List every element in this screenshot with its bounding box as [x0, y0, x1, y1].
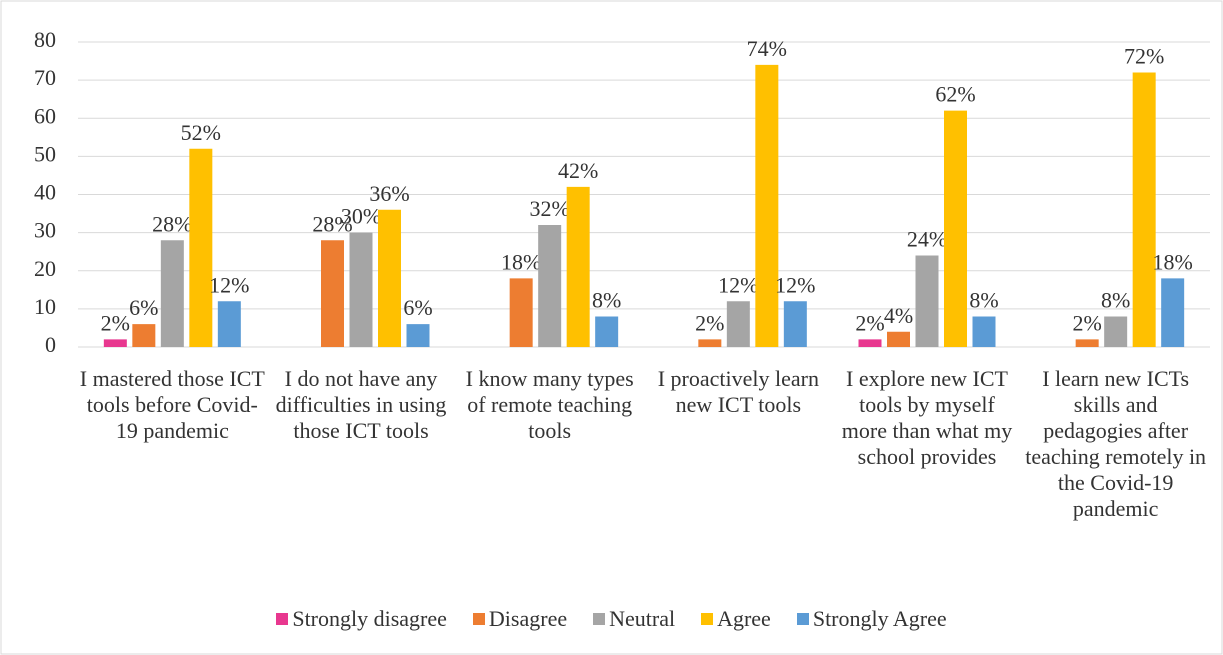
data-label: 32%: [530, 196, 570, 221]
bar: [783, 301, 807, 347]
y-tick-label: 20: [34, 256, 56, 281]
bar: [1132, 72, 1156, 347]
legend-label: Disagree: [488, 606, 568, 631]
data-label: 52%: [181, 120, 221, 145]
data-label: 30%: [341, 204, 381, 229]
bar: [509, 278, 533, 347]
data-label: 2%: [101, 310, 130, 335]
bar: [217, 301, 241, 347]
bar: [1075, 339, 1099, 347]
legend-swatch: [276, 613, 289, 625]
data-label: 8%: [969, 288, 998, 313]
bar: [406, 324, 430, 347]
legend-label: Strongly Agree: [812, 606, 947, 631]
bar: [538, 225, 562, 347]
bar: [349, 232, 373, 347]
legend-entry: Neutral: [593, 606, 675, 632]
bar: [887, 331, 910, 347]
bar: [189, 148, 213, 347]
legend-entry: Strongly disagree: [276, 606, 447, 632]
legend-label: Agree: [717, 606, 771, 631]
data-label: 28%: [152, 211, 192, 236]
x-tick-label: I learn new ICTs skills and pedagogies a…: [1025, 366, 1207, 521]
legend-swatch: [796, 613, 809, 625]
bar: [1104, 316, 1128, 347]
data-label: 12%: [775, 272, 815, 297]
x-tick-label: I do not have any difficulties in using …: [275, 366, 447, 443]
legend-swatch: [701, 613, 714, 625]
bar: [1161, 278, 1185, 347]
legend-entry: Disagree: [472, 606, 568, 632]
data-label: 72%: [1124, 44, 1164, 69]
bar: [321, 240, 344, 347]
bar: [103, 339, 127, 347]
bar: [595, 316, 619, 347]
data-label: 42%: [558, 158, 598, 183]
y-tick-label: 0: [45, 332, 56, 357]
legend-label: Neutral: [609, 606, 676, 631]
bar: [378, 209, 401, 347]
y-tick-label: 30: [34, 218, 56, 243]
data-label: 12%: [209, 272, 249, 297]
data-label: 8%: [1101, 288, 1130, 313]
legend-entry: Strongly Agree: [796, 606, 947, 632]
data-label: 62%: [935, 82, 975, 107]
bar: [944, 110, 967, 347]
data-label: 36%: [369, 181, 409, 206]
x-tick-label: I know many types of remote teaching too…: [465, 366, 634, 443]
bar: [698, 339, 722, 347]
bar: [566, 186, 590, 347]
y-tick-label: 60: [34, 103, 56, 128]
y-tick-label: 10: [34, 294, 56, 319]
bar: [972, 316, 996, 347]
data-label: 2%: [855, 310, 884, 335]
data-label: 8%: [592, 288, 621, 313]
bar: [160, 240, 184, 347]
data-label: 4%: [884, 303, 913, 328]
legend-entry: Agree: [701, 606, 771, 632]
data-label: 74%: [747, 36, 787, 61]
legend-swatch: [472, 613, 485, 625]
bar: [915, 255, 939, 347]
x-tick-label: I proactively learn new ICT tools: [657, 366, 819, 417]
legend: Strongly disagree Disagree Neutral Agree Str…: [0, 606, 1223, 632]
data-label: 28%: [312, 211, 352, 236]
y-tick-label: 80: [34, 27, 56, 52]
data-label: 2%: [1073, 310, 1102, 335]
data-label: 18%: [1153, 249, 1193, 274]
data-label: 6%: [403, 295, 432, 320]
bar: [726, 301, 750, 347]
data-label: 6%: [129, 295, 158, 320]
y-tick-label: 50: [34, 141, 56, 166]
data-label: 2%: [695, 310, 724, 335]
x-tick-label: I mastered those ICT tools before Covid-…: [79, 366, 265, 443]
y-tick-label: 40: [34, 180, 56, 205]
data-label: 24%: [907, 227, 947, 252]
bar: [132, 324, 156, 347]
data-label: 12%: [718, 272, 758, 297]
data-label: 18%: [501, 249, 541, 274]
x-tick-label: I explore new ICT tools by myself more t…: [841, 366, 1013, 469]
bar: [858, 339, 882, 347]
bar: [755, 64, 779, 347]
y-tick-label: 70: [34, 65, 56, 90]
legend-label: Strongly disagree: [292, 606, 447, 631]
legend-swatch: [593, 613, 606, 625]
